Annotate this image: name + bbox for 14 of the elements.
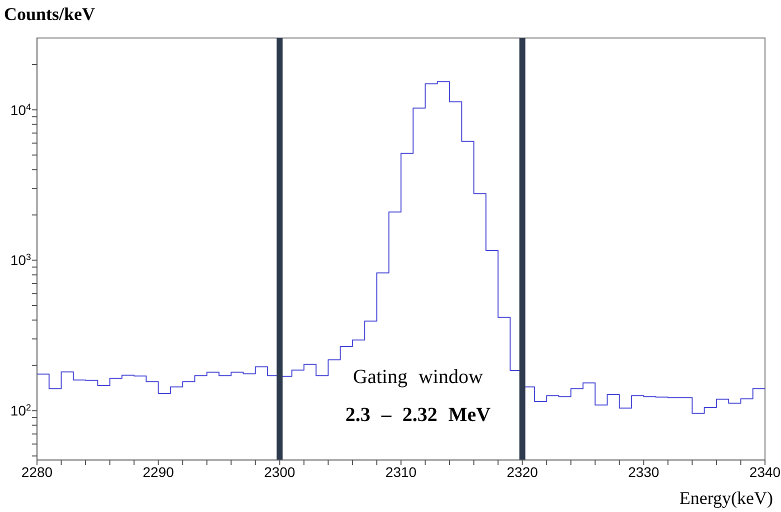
y-axis-title: Counts/keV — [4, 4, 96, 25]
annotation: 2.3 – 2.32 MeV — [344, 404, 492, 427]
x-axis-title: Energy(keV) — [679, 488, 773, 509]
x-tick-label: 2320 — [506, 464, 538, 480]
x-tick-label: 2310 — [385, 464, 417, 480]
x-tick-label: 2280 — [21, 464, 53, 480]
x-tick-label: 2330 — [628, 464, 660, 480]
x-tick-label: 2290 — [142, 464, 174, 480]
y-tick-label: 10$^{3}$ — [10, 252, 31, 268]
x-tick-label: 2340 — [749, 464, 781, 480]
y-tick-label: 10$^{4}$ — [10, 102, 31, 118]
annotation: Gating window — [352, 366, 484, 389]
y-tick-label: 10$^{2}$ — [10, 402, 31, 419]
x-tick-label: 2300 — [264, 464, 296, 480]
